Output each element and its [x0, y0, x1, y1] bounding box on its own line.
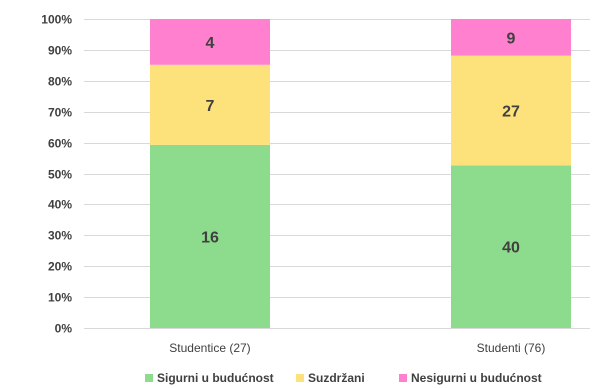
y-tick-label: 50%: [48, 168, 72, 182]
y-tick-label: 20%: [48, 260, 72, 274]
legend-swatch: [296, 374, 304, 382]
y-tick-label: 70%: [48, 106, 72, 120]
bar-segment: [150, 19, 270, 65]
legend-swatch: [399, 374, 407, 382]
legend-label: Nesigurni u budućnost: [411, 371, 542, 385]
data-label: 7: [206, 98, 215, 115]
data-label: 27: [502, 103, 520, 120]
legend-swatch: [145, 374, 153, 382]
y-tick-label: 60%: [48, 137, 72, 151]
legend-label: Suzdržani: [308, 371, 365, 385]
y-tick-label: 0%: [55, 322, 73, 336]
y-tick-label: 30%: [48, 229, 72, 243]
y-tick-label: 10%: [48, 291, 72, 305]
y-axis: 0% 10% 20% 30% 40% 50% 60% 70% 80% 90% 100%: [41, 13, 72, 336]
data-label: 9: [507, 30, 516, 47]
y-tick-label: 90%: [48, 44, 72, 58]
bar-segment: [451, 165, 571, 328]
y-tick-label: 40%: [48, 198, 72, 212]
data-label: 16: [201, 229, 219, 246]
bar-segment: [451, 55, 571, 166]
y-tick-label: 100%: [41, 13, 72, 27]
x-category-label: Studenti (76): [477, 341, 546, 355]
x-category-label: Studentice (27): [169, 341, 250, 355]
data-label: 40: [502, 240, 520, 257]
legend: Sigurni u budućnost Suzdržani Nesigurni u …: [145, 371, 542, 385]
bar-segment: [150, 64, 270, 145]
data-label: 4: [206, 35, 215, 52]
legend-label: Sigurni u budućnost: [157, 371, 274, 385]
bar-segment: [150, 144, 270, 328]
bar-segment: [451, 19, 571, 56]
x-axis: Studentice (27) Studenti (76): [84, 328, 590, 355]
y-tick-label: 80%: [48, 75, 72, 89]
bars: 16 7 4 40 27 9: [150, 19, 571, 328]
